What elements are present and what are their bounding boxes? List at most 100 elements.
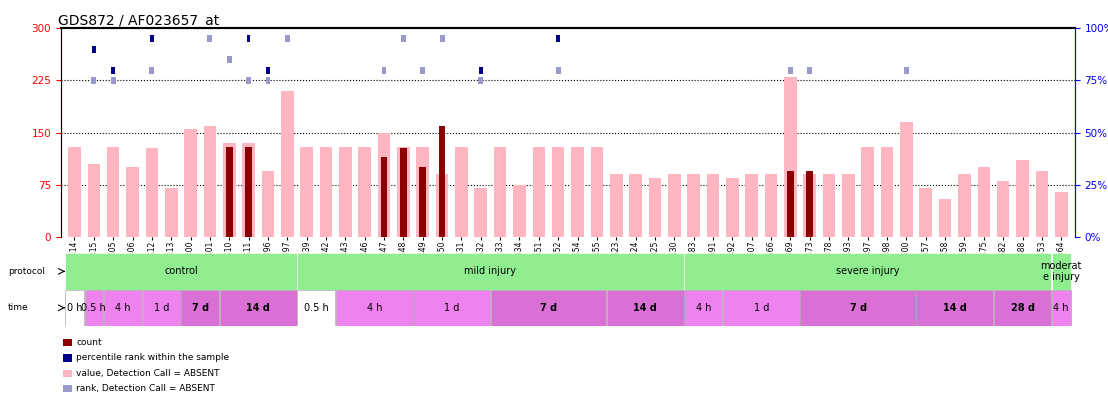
Bar xyxy=(479,77,483,84)
Bar xyxy=(112,66,115,74)
Bar xyxy=(513,185,526,237)
Text: 4 h: 4 h xyxy=(367,303,382,313)
Bar xyxy=(285,35,290,42)
Bar xyxy=(220,290,297,326)
Text: 4 h: 4 h xyxy=(1054,303,1069,313)
Bar xyxy=(165,188,177,237)
Bar xyxy=(1016,160,1029,237)
Bar xyxy=(378,133,390,237)
Bar xyxy=(746,175,758,237)
Text: 7 d: 7 d xyxy=(540,303,557,313)
Text: protocol: protocol xyxy=(8,267,44,276)
Bar xyxy=(765,175,778,237)
Bar xyxy=(997,181,1009,237)
Bar xyxy=(572,147,584,237)
Text: 1 d: 1 d xyxy=(753,303,769,313)
Bar xyxy=(339,147,351,237)
Bar xyxy=(281,91,294,237)
Text: 0 h: 0 h xyxy=(66,303,82,313)
Bar xyxy=(808,66,812,74)
Text: 4 h: 4 h xyxy=(115,303,131,313)
Bar xyxy=(685,253,1051,290)
Bar xyxy=(88,164,100,237)
Bar xyxy=(904,66,909,74)
Bar xyxy=(266,66,269,74)
Bar xyxy=(900,122,913,237)
Bar xyxy=(787,171,793,237)
Bar xyxy=(92,46,95,53)
Bar xyxy=(143,290,181,326)
Bar xyxy=(336,290,412,326)
Bar xyxy=(920,188,932,237)
Bar xyxy=(1055,192,1067,237)
Bar xyxy=(479,66,482,74)
Bar xyxy=(1051,290,1070,326)
Bar xyxy=(204,126,216,237)
Bar xyxy=(533,147,545,237)
Bar xyxy=(227,56,232,63)
Bar xyxy=(226,147,233,237)
Text: GDS872 / AF023657_at: GDS872 / AF023657_at xyxy=(58,14,219,28)
Bar xyxy=(439,126,445,237)
Text: severe injury: severe injury xyxy=(837,266,900,276)
Bar xyxy=(150,35,154,42)
Bar xyxy=(358,147,371,237)
Text: 4 h: 4 h xyxy=(696,303,711,313)
Bar xyxy=(207,35,213,42)
Bar xyxy=(861,147,874,237)
Bar xyxy=(556,35,560,42)
Bar xyxy=(552,147,564,237)
Bar xyxy=(126,167,138,237)
Text: 28 d: 28 d xyxy=(1010,303,1035,313)
Bar xyxy=(320,147,332,237)
Bar xyxy=(381,157,388,237)
Bar xyxy=(243,143,255,237)
Text: 7 d: 7 d xyxy=(850,303,866,313)
Text: time: time xyxy=(8,303,29,312)
Bar xyxy=(823,175,835,237)
Text: 14 d: 14 d xyxy=(634,303,657,313)
Bar xyxy=(916,290,993,326)
Bar xyxy=(881,147,893,237)
Bar xyxy=(401,35,406,42)
Bar xyxy=(65,253,297,290)
Bar xyxy=(629,175,642,237)
Bar xyxy=(297,290,336,326)
Text: rank, Detection Call = ABSENT: rank, Detection Call = ABSENT xyxy=(76,384,215,393)
Bar xyxy=(223,143,236,237)
Text: 14 d: 14 d xyxy=(246,303,270,313)
Bar xyxy=(84,290,103,326)
Text: 7 d: 7 d xyxy=(192,303,208,313)
Bar xyxy=(648,178,661,237)
Bar xyxy=(685,290,722,326)
Text: percentile rank within the sample: percentile rank within the sample xyxy=(76,353,229,362)
Bar xyxy=(106,147,120,237)
Text: value, Detection Call = ABSENT: value, Detection Call = ABSENT xyxy=(76,369,220,377)
Bar xyxy=(419,167,427,237)
Bar xyxy=(435,175,449,237)
Bar xyxy=(687,175,700,237)
Text: 0.5 h: 0.5 h xyxy=(304,303,329,313)
Bar xyxy=(91,77,96,84)
Text: mild injury: mild injury xyxy=(464,266,516,276)
Bar xyxy=(417,147,429,237)
Bar xyxy=(65,290,84,326)
Bar xyxy=(69,147,81,237)
Bar xyxy=(111,77,115,84)
Bar xyxy=(800,290,915,326)
Bar xyxy=(397,147,410,237)
Bar xyxy=(784,77,797,237)
Bar xyxy=(1036,171,1048,237)
Bar xyxy=(707,175,719,237)
Bar xyxy=(607,290,684,326)
Bar xyxy=(807,171,813,237)
Bar xyxy=(491,290,606,326)
Bar xyxy=(474,188,488,237)
Bar xyxy=(104,290,142,326)
Bar xyxy=(420,66,425,74)
Bar xyxy=(455,147,468,237)
Bar xyxy=(247,35,250,42)
Text: 1 d: 1 d xyxy=(154,303,170,313)
Bar xyxy=(609,175,623,237)
Bar xyxy=(977,167,991,237)
